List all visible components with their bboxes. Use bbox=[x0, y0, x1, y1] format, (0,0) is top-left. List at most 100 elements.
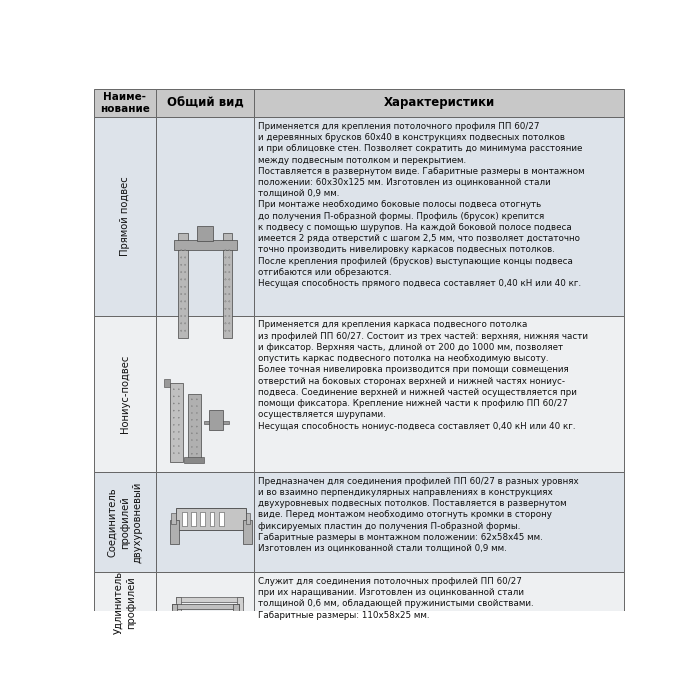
Circle shape bbox=[185, 330, 186, 331]
Circle shape bbox=[229, 279, 230, 280]
Circle shape bbox=[191, 405, 193, 407]
Bar bbox=[156, 89, 254, 117]
Circle shape bbox=[229, 315, 230, 317]
Circle shape bbox=[181, 315, 182, 317]
Bar bbox=[176, 508, 246, 530]
Text: Удлинитель
профилей: Удлинитель профилей bbox=[114, 571, 136, 634]
Circle shape bbox=[229, 330, 230, 331]
Circle shape bbox=[225, 301, 226, 302]
Circle shape bbox=[178, 417, 179, 418]
Bar bbox=[184, 457, 204, 463]
Bar bbox=[209, 410, 223, 430]
Circle shape bbox=[229, 293, 230, 295]
Circle shape bbox=[181, 323, 182, 324]
Circle shape bbox=[185, 301, 186, 302]
Bar bbox=[200, 512, 205, 526]
Circle shape bbox=[185, 264, 186, 265]
Circle shape bbox=[191, 426, 193, 427]
Circle shape bbox=[181, 279, 182, 280]
Bar bbox=[156, 316, 254, 472]
Circle shape bbox=[178, 389, 179, 390]
Circle shape bbox=[225, 249, 226, 251]
Circle shape bbox=[181, 264, 182, 265]
Circle shape bbox=[185, 315, 186, 317]
Circle shape bbox=[181, 301, 182, 302]
Circle shape bbox=[229, 257, 230, 258]
Bar bbox=[204, 421, 209, 424]
Bar bbox=[176, 596, 243, 602]
Circle shape bbox=[225, 315, 226, 317]
Bar bbox=[94, 572, 156, 632]
Text: Общий вид: Общий вид bbox=[167, 96, 244, 109]
Bar bbox=[254, 316, 624, 472]
Circle shape bbox=[181, 249, 182, 251]
Bar bbox=[254, 472, 624, 572]
Circle shape bbox=[181, 293, 182, 295]
Circle shape bbox=[191, 412, 193, 414]
Bar bbox=[254, 89, 624, 117]
Circle shape bbox=[185, 271, 186, 273]
Bar bbox=[94, 472, 156, 572]
Circle shape bbox=[196, 405, 197, 407]
Bar bbox=[233, 604, 239, 624]
Circle shape bbox=[185, 323, 186, 324]
Circle shape bbox=[225, 323, 226, 324]
Text: Применяется для крепления каркаса подвесного потолка
из профилей ПП 60/27. Состо: Применяется для крепления каркаса подвес… bbox=[258, 320, 588, 431]
Bar bbox=[176, 596, 181, 617]
Circle shape bbox=[225, 264, 226, 265]
Circle shape bbox=[185, 257, 186, 258]
Circle shape bbox=[181, 271, 182, 273]
Text: Наиме-
нование: Наиме- нование bbox=[100, 92, 150, 113]
Bar bbox=[172, 618, 239, 624]
Circle shape bbox=[181, 257, 182, 258]
Bar bbox=[243, 520, 252, 544]
Bar bbox=[178, 234, 188, 338]
Circle shape bbox=[185, 308, 186, 309]
Circle shape bbox=[229, 308, 230, 309]
Bar bbox=[156, 472, 254, 572]
Circle shape bbox=[185, 286, 186, 287]
Bar bbox=[94, 117, 156, 316]
Bar bbox=[156, 117, 254, 316]
Text: Служит для соединения потолочных профилей ПП 60/27
при их наращивании. Изготовле: Служит для соединения потолочных профиле… bbox=[258, 577, 534, 620]
Bar bbox=[197, 226, 214, 241]
Bar bbox=[209, 512, 214, 526]
Bar bbox=[94, 316, 156, 472]
Text: Нониус-подвес: Нониус-подвес bbox=[120, 354, 130, 433]
Bar bbox=[156, 572, 254, 632]
Text: Соединитель
профилей
двухуровневый: Соединитель профилей двухуровневый bbox=[108, 482, 142, 563]
Bar bbox=[191, 512, 196, 526]
Circle shape bbox=[196, 412, 197, 414]
Bar bbox=[218, 512, 223, 526]
Circle shape bbox=[191, 399, 193, 400]
Circle shape bbox=[196, 419, 197, 420]
Text: Предназначен для соединения профилей ПП 60/27 в разных уровнях
и во взаимно перп: Предназначен для соединения профилей ПП … bbox=[258, 477, 579, 553]
Bar bbox=[237, 596, 243, 617]
Circle shape bbox=[204, 613, 206, 615]
Circle shape bbox=[229, 323, 230, 324]
Circle shape bbox=[225, 271, 226, 273]
Text: Применяется для крепления потолочного профиля ПП 60/27
и деревянных брусков 60x4: Применяется для крепления потолочного пр… bbox=[258, 122, 584, 288]
Bar bbox=[170, 520, 179, 544]
Circle shape bbox=[178, 403, 179, 404]
Bar bbox=[223, 234, 232, 338]
Bar bbox=[223, 421, 229, 424]
Text: Характеристики: Характеристики bbox=[384, 96, 495, 109]
Bar bbox=[94, 89, 156, 117]
Text: Прямой подвес: Прямой подвес bbox=[120, 177, 130, 256]
Circle shape bbox=[178, 438, 179, 440]
Circle shape bbox=[229, 249, 230, 251]
Circle shape bbox=[196, 399, 197, 400]
Bar bbox=[188, 394, 201, 462]
Circle shape bbox=[191, 453, 193, 454]
Circle shape bbox=[229, 264, 230, 265]
Circle shape bbox=[181, 286, 182, 287]
Circle shape bbox=[225, 293, 226, 295]
Circle shape bbox=[225, 330, 226, 331]
Circle shape bbox=[185, 249, 186, 251]
Circle shape bbox=[229, 271, 230, 273]
Circle shape bbox=[225, 279, 226, 280]
Circle shape bbox=[185, 279, 186, 280]
Circle shape bbox=[185, 293, 186, 295]
Circle shape bbox=[191, 419, 193, 420]
